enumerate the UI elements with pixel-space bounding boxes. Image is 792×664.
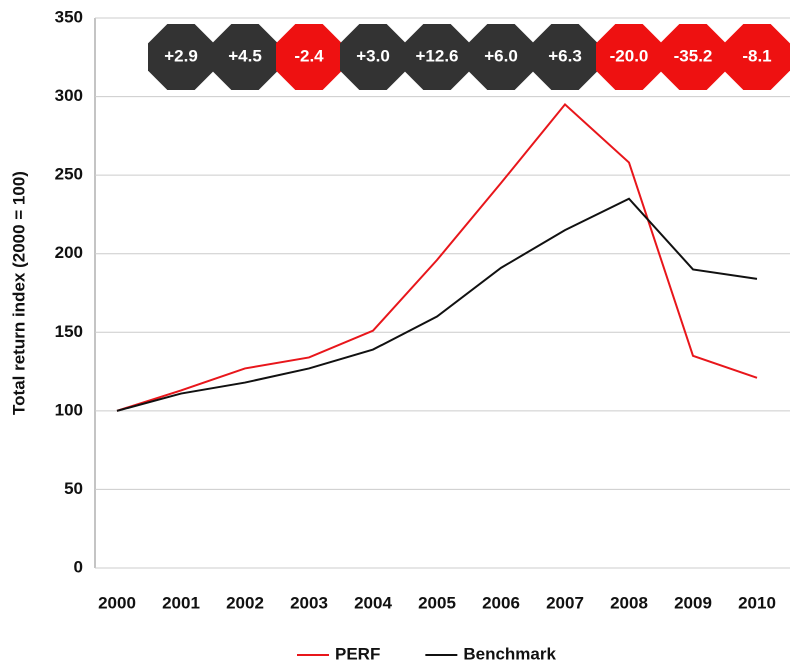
badge-label: -2.4 [294,46,324,65]
badge [468,24,534,90]
badge [148,24,214,90]
y-tick-label: 150 [55,322,83,341]
badge-label: +3.0 [356,46,390,65]
badge [532,24,598,90]
badge-label: +6.3 [548,46,582,65]
y-axis-title: Total return index (2000 = 100) [9,171,28,415]
badge [276,24,342,90]
x-tick-label: 2001 [162,593,200,612]
badge-label: +2.9 [164,46,198,65]
y-tick-label: 300 [55,86,83,105]
x-tick-label: 2003 [290,593,328,612]
line-series [116,102,758,412]
x-tick-label: 2004 [354,593,392,612]
x-tick-label: 2005 [418,593,456,612]
badge-label: +6.0 [484,46,518,65]
badge [340,24,406,90]
x-tick-label: 2009 [674,593,712,612]
badge [660,24,726,90]
x-tick-label: 2000 [98,593,136,612]
x-tick-label: 2002 [226,593,264,612]
x-tick-label: 2008 [610,593,648,612]
legend-label: Benchmark [463,644,556,663]
badge-label: -8.1 [742,46,771,65]
badge [724,24,790,90]
y-tick-label: 100 [55,400,83,419]
x-tick-label: 2006 [482,593,520,612]
y-tick-label: 200 [55,243,83,262]
y-tick-label: 350 [55,7,83,26]
y-tick-label: 50 [64,479,83,498]
badge [404,24,470,90]
badge-label: -20.0 [610,46,649,65]
badge [212,24,278,90]
y-tick-label: 250 [55,165,83,184]
badge-label: +12.6 [415,46,458,65]
line-series [116,197,758,412]
badge-label: -35.2 [674,46,713,65]
legend-label: PERF [335,644,380,663]
y-tick-label: 0 [74,557,83,576]
badge-label: +4.5 [228,46,262,65]
badge [596,24,662,90]
x-tick-label: 2010 [738,593,776,612]
x-tick-label: 2007 [546,593,584,612]
